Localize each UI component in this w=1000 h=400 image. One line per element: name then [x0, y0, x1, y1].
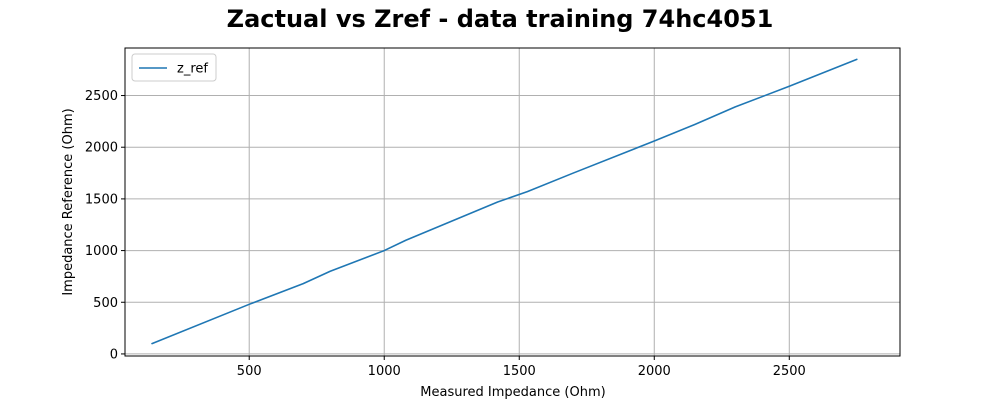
x-tick-label-4: 2500 — [773, 364, 806, 379]
ticks: 500 1000 1500 2000 2500 0 500 1000 1500 2000 2500 — [85, 89, 806, 379]
plot-frame — [124, 47, 901, 357]
y-tick-label-0: 0 — [110, 347, 118, 362]
grid — [125, 48, 900, 356]
x-tick-label-0: 500 — [237, 364, 262, 379]
x-tick-label-3: 2000 — [638, 364, 671, 379]
series-line-z_ref — [151, 58, 858, 345]
x-axis-label: Measured Impedance (Ohm) — [420, 385, 605, 400]
series-layer — [151, 58, 858, 345]
chart-title: Zactual vs Zref - data training 74hc4051 — [227, 5, 774, 33]
y-tick-label-3: 1500 — [85, 192, 118, 207]
y-tick-label-5: 2500 — [85, 89, 118, 104]
x-tick-label-1: 1000 — [368, 364, 401, 379]
y-axis-label: Impedance Reference (Ohm) — [61, 108, 76, 295]
legend-box — [131, 53, 217, 82]
y-tick-label-4: 2000 — [85, 141, 118, 156]
y-tick-label-2: 1000 — [85, 244, 118, 259]
y-tick-label-1: 500 — [93, 296, 118, 311]
legend: z_ref — [131, 53, 217, 82]
x-tick-label-2: 1500 — [503, 364, 536, 379]
legend-label-z_ref: z_ref — [177, 62, 208, 77]
